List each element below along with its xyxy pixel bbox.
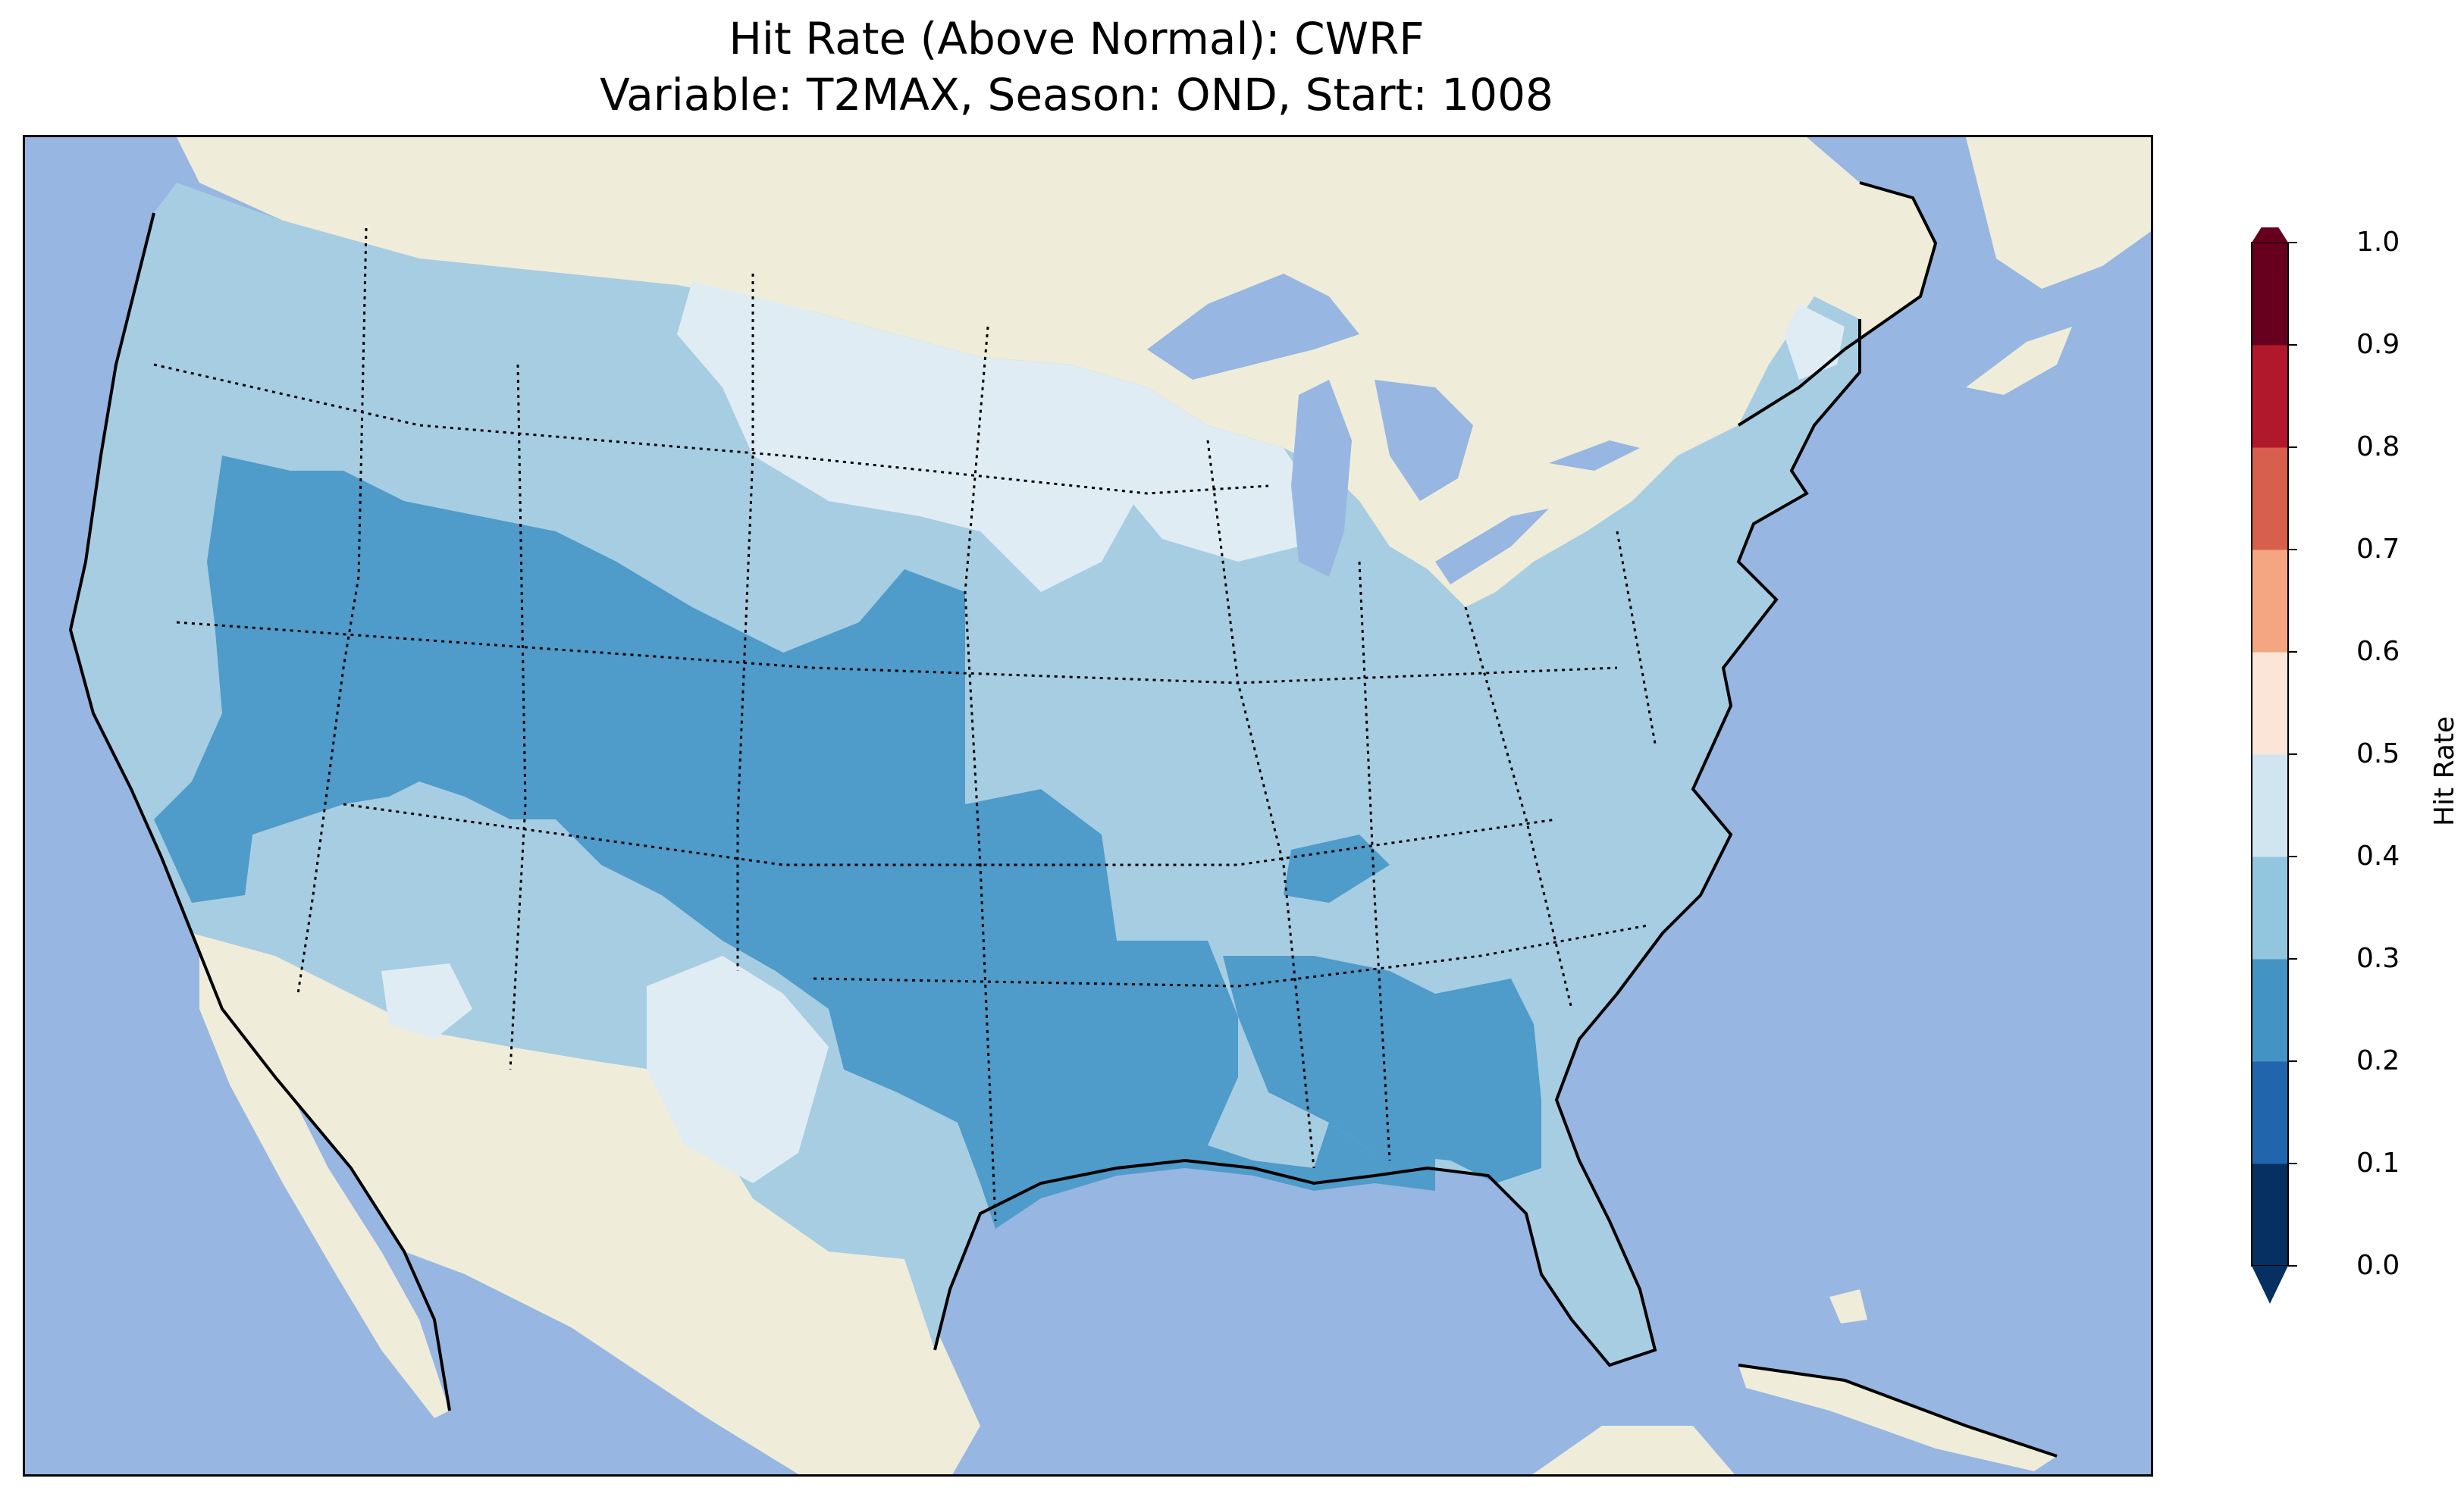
- colorbar-extend-max: [2252, 227, 2288, 243]
- colorbar-segment-8: [2252, 345, 2288, 448]
- region-0.4-0.5-dakotas: [677, 281, 1177, 592]
- lake-ontario: [1549, 440, 1640, 471]
- map-title: Hit Rate (Above Normal): CWRF: [729, 13, 1425, 64]
- mexico-land: [192, 933, 980, 1474]
- colorbar-tick-label: 0.7: [2356, 534, 2400, 565]
- colorbar-tick-label: 0.6: [2356, 636, 2400, 667]
- colorbar-tick-label: 0.4: [2356, 841, 2400, 872]
- lake-superior: [1147, 274, 1359, 380]
- colorbar-tick-label: 0.5: [2356, 738, 2400, 769]
- map-subtitle: Variable: T2MAX, Season: OND, Start: 100…: [600, 69, 1553, 121]
- colorbar-tick-label: 0.3: [2356, 943, 2400, 974]
- canada-land: [177, 137, 1936, 607]
- colorbar-tick-label: 0.2: [2356, 1045, 2400, 1076]
- colorbar-segment-1: [2252, 1061, 2288, 1164]
- colorbar-segment-4: [2252, 754, 2288, 857]
- coastlines: [68, 181, 2058, 1458]
- colorbar-segment-0: [2252, 1164, 2288, 1267]
- colorbar-segment-2: [2252, 959, 2288, 1062]
- map-canvas: [68, 137, 2151, 1474]
- region-0.4-0.5-wisconsin: [1124, 387, 1314, 562]
- map-frame: [23, 135, 2153, 1477]
- colorbar-extend-min: [2252, 1266, 2288, 1304]
- region-0.4-0.5-arizona: [381, 963, 472, 1039]
- lake-erie: [1435, 509, 1549, 584]
- nova-scotia-land: [1966, 327, 2072, 395]
- region-0.4-0.5-texas: [647, 956, 829, 1183]
- yucatan-land: [1532, 1426, 1735, 1474]
- colorbar-tick-label: 0.8: [2356, 431, 2400, 462]
- bahamas-land: [1829, 1289, 1867, 1323]
- lake-michigan: [1291, 380, 1352, 577]
- lake-huron: [1375, 380, 1473, 501]
- colorbar-segment-9: [2252, 243, 2288, 346]
- colorbar-segment-6: [2252, 550, 2288, 653]
- colorbar-tick-label: 0.9: [2356, 329, 2400, 360]
- cuba-land: [1738, 1365, 2057, 1471]
- colorbar-label: Hit Rate: [2429, 716, 2460, 826]
- region-0.2-0.3-tennessee: [1284, 835, 1390, 903]
- colorbar-segments: [2251, 242, 2297, 1267]
- region-0.2-0.3-great-basin: [154, 456, 1435, 1229]
- region-0.2-0.3-southeast: [1223, 956, 1541, 1183]
- colorbar-tick-label: 1.0: [2356, 227, 2400, 258]
- colorbar-segment-5: [2252, 652, 2288, 755]
- colorbar-segment-3: [2252, 857, 2288, 960]
- colorbar-segment-7: [2252, 447, 2288, 550]
- colorbar-tick-label: 0.1: [2356, 1148, 2400, 1179]
- maritimes-land: [1966, 137, 2151, 289]
- colorbar: [2251, 227, 2297, 1304]
- colorbar-tick-label: 0.0: [2356, 1250, 2400, 1281]
- state-boundaries: [153, 227, 1657, 1222]
